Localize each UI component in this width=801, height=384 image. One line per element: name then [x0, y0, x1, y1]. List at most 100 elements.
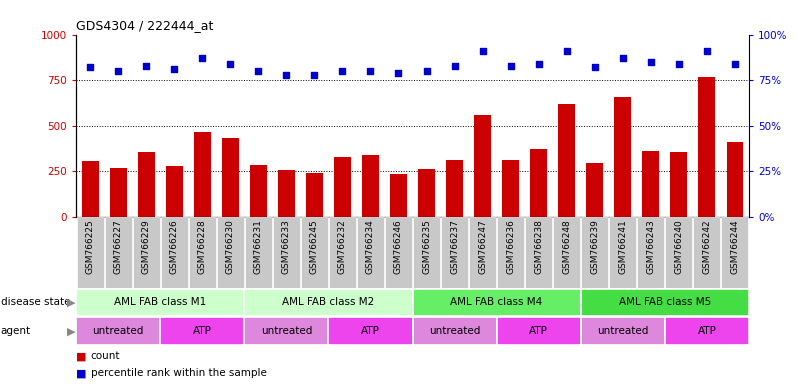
Text: AML FAB class M2: AML FAB class M2	[282, 297, 375, 308]
FancyBboxPatch shape	[76, 317, 160, 345]
FancyBboxPatch shape	[357, 217, 384, 288]
Point	[672, 61, 685, 67]
Bar	[110, 168, 127, 217]
Text: ATP: ATP	[698, 326, 716, 336]
FancyBboxPatch shape	[497, 217, 524, 288]
Text: ■: ■	[76, 351, 87, 361]
Point	[280, 72, 293, 78]
Bar	[698, 78, 715, 217]
FancyBboxPatch shape	[301, 217, 328, 288]
Point	[476, 48, 489, 54]
Point	[252, 68, 264, 74]
FancyBboxPatch shape	[244, 317, 328, 345]
Point	[616, 55, 629, 61]
FancyBboxPatch shape	[105, 217, 131, 288]
FancyBboxPatch shape	[133, 217, 159, 288]
FancyBboxPatch shape	[161, 217, 187, 288]
FancyBboxPatch shape	[245, 217, 272, 288]
FancyBboxPatch shape	[413, 217, 440, 288]
Text: GSM766233: GSM766233	[282, 219, 291, 274]
Bar	[222, 137, 239, 217]
Bar	[390, 174, 407, 217]
Text: GSM766246: GSM766246	[394, 219, 403, 274]
FancyBboxPatch shape	[469, 217, 496, 288]
Point	[111, 68, 125, 74]
Bar	[614, 97, 631, 217]
Text: AML FAB class M5: AML FAB class M5	[618, 297, 711, 308]
Text: GSM766236: GSM766236	[506, 219, 515, 274]
Bar	[642, 151, 659, 217]
Point	[449, 63, 461, 69]
FancyBboxPatch shape	[413, 317, 497, 345]
Text: GSM766226: GSM766226	[170, 219, 179, 274]
Point	[505, 63, 517, 69]
FancyBboxPatch shape	[77, 217, 103, 288]
Text: GSM766234: GSM766234	[366, 219, 375, 274]
FancyBboxPatch shape	[581, 317, 665, 345]
Point	[364, 68, 377, 74]
Bar	[558, 104, 575, 217]
Text: GSM766228: GSM766228	[198, 219, 207, 274]
Bar	[362, 155, 379, 217]
Text: untreated: untreated	[429, 326, 481, 336]
Bar	[446, 161, 463, 217]
FancyBboxPatch shape	[722, 217, 748, 288]
Text: GSM766243: GSM766243	[646, 219, 655, 274]
Text: GSM766235: GSM766235	[422, 219, 431, 274]
Point	[139, 63, 152, 69]
Text: untreated: untreated	[260, 326, 312, 336]
Bar	[166, 166, 183, 217]
Point	[588, 65, 601, 71]
Point	[700, 48, 713, 54]
Text: GSM766248: GSM766248	[562, 219, 571, 274]
Text: GSM766232: GSM766232	[338, 219, 347, 274]
FancyBboxPatch shape	[329, 217, 356, 288]
FancyBboxPatch shape	[581, 289, 749, 316]
Point	[168, 66, 181, 72]
FancyBboxPatch shape	[610, 217, 636, 288]
Text: ▶: ▶	[66, 297, 75, 308]
FancyBboxPatch shape	[582, 217, 608, 288]
FancyBboxPatch shape	[413, 289, 581, 316]
Point	[644, 59, 657, 65]
Text: count: count	[91, 351, 120, 361]
Bar	[474, 115, 491, 217]
Text: ■: ■	[76, 368, 87, 378]
Text: GSM766245: GSM766245	[310, 219, 319, 274]
FancyBboxPatch shape	[666, 217, 692, 288]
FancyBboxPatch shape	[273, 217, 300, 288]
Bar	[418, 169, 435, 217]
FancyBboxPatch shape	[328, 317, 413, 345]
Text: GSM766241: GSM766241	[618, 219, 627, 274]
Text: ATP: ATP	[529, 326, 548, 336]
Point	[421, 68, 433, 74]
Point	[392, 70, 405, 76]
Text: GSM766227: GSM766227	[114, 219, 123, 274]
Bar	[727, 142, 743, 217]
FancyBboxPatch shape	[160, 317, 244, 345]
Point	[561, 48, 574, 54]
FancyBboxPatch shape	[189, 217, 215, 288]
Text: GSM766244: GSM766244	[731, 219, 739, 274]
Bar	[530, 149, 547, 217]
Text: GSM766225: GSM766225	[86, 219, 95, 274]
Point	[224, 61, 237, 67]
Text: GSM766247: GSM766247	[478, 219, 487, 274]
Point	[308, 72, 320, 78]
Text: agent: agent	[1, 326, 31, 336]
FancyBboxPatch shape	[217, 217, 244, 288]
Text: AML FAB class M4: AML FAB class M4	[450, 297, 543, 308]
FancyBboxPatch shape	[553, 217, 580, 288]
Text: GSM766238: GSM766238	[534, 219, 543, 274]
Bar	[278, 170, 295, 217]
FancyBboxPatch shape	[665, 317, 749, 345]
Text: GSM766239: GSM766239	[590, 219, 599, 274]
Bar	[306, 173, 323, 217]
Text: ATP: ATP	[193, 326, 211, 336]
FancyBboxPatch shape	[385, 217, 412, 288]
FancyBboxPatch shape	[244, 289, 413, 316]
Text: GSM766231: GSM766231	[254, 219, 263, 274]
FancyBboxPatch shape	[76, 289, 244, 316]
Text: GSM766242: GSM766242	[702, 219, 711, 274]
FancyBboxPatch shape	[497, 317, 581, 345]
